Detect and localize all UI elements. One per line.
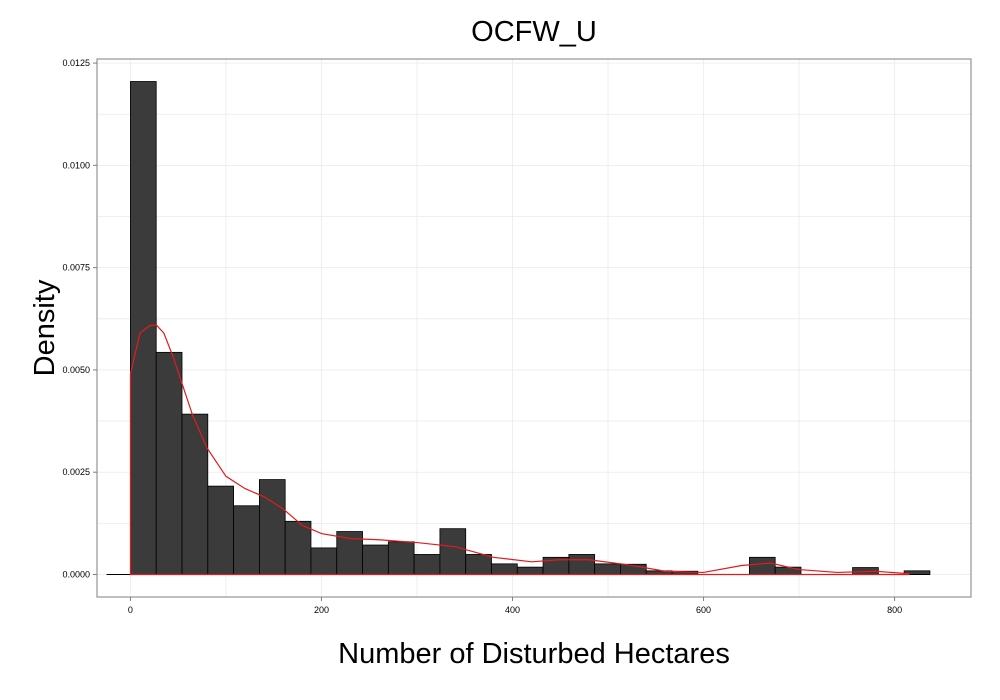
x-tick-label: 400	[505, 605, 520, 615]
histogram-bar	[181, 413, 209, 575]
y-tick-label: 0.0075	[62, 263, 90, 273]
y-tick-label: 0.0000	[62, 569, 90, 579]
grid-lines	[97, 59, 971, 597]
y-axis-ticks: 0.0000 0.0025 0.0050 0.0075 0.0100 0.0125	[62, 58, 97, 579]
chart-title: OCFW_U	[471, 16, 597, 48]
y-tick-label: 0.0125	[62, 58, 90, 68]
y-tick-label: 0.0050	[62, 365, 90, 375]
x-tick-label: 600	[696, 605, 711, 615]
histogram-bar	[207, 485, 234, 575]
density-curve	[129, 324, 910, 576]
histogram-bar	[568, 554, 596, 575]
histogram-bar	[465, 554, 492, 575]
y-tick-label: 0.0100	[62, 160, 90, 170]
histogram-bar	[233, 505, 260, 575]
histogram-bar	[594, 563, 621, 575]
x-tick-label: 0	[128, 605, 133, 615]
histogram-bar	[310, 547, 338, 575]
x-axis-title: Number of Disturbed Hectares	[338, 638, 730, 670]
y-tick-label: 0.0025	[62, 467, 90, 477]
histogram-bar	[130, 81, 157, 575]
histogram-bar	[439, 528, 467, 575]
histogram-bar	[362, 544, 389, 575]
histogram-bars	[130, 81, 931, 575]
histogram-bar	[387, 541, 415, 575]
histogram-bar	[155, 351, 183, 575]
histogram-bar	[774, 566, 802, 575]
histogram-bar	[284, 520, 312, 575]
histogram-bar	[748, 556, 776, 575]
histogram-bar	[516, 566, 544, 575]
y-axis-title: Density	[29, 279, 61, 376]
plot-panel-border	[96, 58, 972, 598]
x-tick-label: 800	[887, 605, 902, 615]
histogram-bar	[491, 563, 518, 575]
x-axis-ticks: 0 200 400 600 800	[128, 597, 902, 615]
histogram-bar	[258, 479, 286, 575]
histogram-bar	[413, 554, 441, 575]
x-tick-label: 200	[314, 605, 329, 615]
